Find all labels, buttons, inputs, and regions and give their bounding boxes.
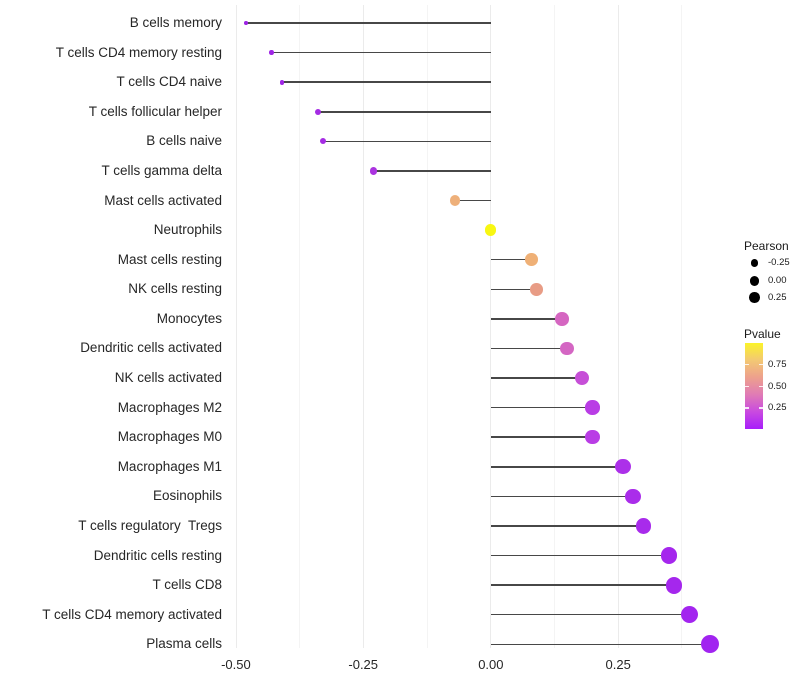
y-axis-label: T cells gamma delta: [101, 162, 222, 178]
y-axis-label: B cells naive: [146, 133, 222, 149]
lollipop-dot: [279, 79, 285, 85]
lollipop-stem: [490, 347, 568, 350]
lollipop-stem: [490, 525, 644, 527]
lollipop-stem: [490, 377, 583, 379]
lollipop-stem: [490, 584, 674, 586]
colorbar-tick: [759, 407, 763, 409]
lollipop-dot: [319, 138, 326, 145]
y-axis-label: Plasma cells: [146, 636, 222, 652]
pearson-legend-label: -0.25: [768, 257, 790, 268]
y-axis-label: Mast cells resting: [117, 251, 222, 267]
colorbar-tick: [759, 385, 763, 388]
lollipop-stem: [490, 613, 690, 616]
lollipop-stem: [281, 81, 491, 83]
y-axis-label: Mast cells activated: [104, 192, 222, 208]
x-axis-tick-label: -0.25: [348, 657, 379, 672]
lollipop-dot: [525, 253, 538, 266]
gridline-major: [617, 5, 619, 648]
lollipop-stem: [246, 22, 491, 24]
gridline-minor: [681, 5, 683, 648]
lollipop-stem: [490, 436, 593, 438]
x-axis-tick-label: 0.00: [478, 657, 504, 672]
x-axis-tick-label: 0.25: [605, 657, 631, 672]
pearson-legend-dot: [749, 292, 760, 303]
lollipop-dot: [530, 282, 543, 296]
lollipop-dot: [369, 167, 378, 175]
lollipop-dot: [665, 576, 683, 594]
lollipop-dot: [555, 312, 569, 326]
lollipop-stem: [490, 495, 634, 498]
y-axis-label: Macrophages M1: [117, 458, 222, 474]
y-axis-label: Neutrophils: [153, 222, 222, 238]
y-axis-label: Dendritic cells resting: [93, 547, 222, 563]
y-axis-label: Macrophages M2: [117, 399, 222, 415]
pvalue-legend-label: 0.75: [768, 358, 787, 370]
lollipop-stem: [490, 643, 710, 646]
y-axis-label: NK cells activated: [114, 370, 222, 386]
colorbar-tick: [745, 407, 749, 409]
lollipop-dot: [635, 518, 652, 534]
y-axis-label: B cells memory: [129, 15, 222, 30]
lollipop-dot: [450, 195, 461, 206]
pearson-legend-dot: [750, 259, 759, 267]
y-axis-label: Macrophages M0: [117, 429, 222, 445]
colorbar-tick: [745, 363, 749, 366]
y-axis-label: T cells follicular helper: [88, 103, 222, 119]
lollipop-stem: [490, 318, 562, 320]
y-axis-label: T cells CD8: [152, 577, 222, 593]
pvalue-legend-label: 0.25: [768, 402, 787, 414]
y-axis-label: NK cells resting: [128, 281, 222, 297]
colorbar-tick: [759, 363, 763, 366]
pvalue-legend-label: 0.50: [768, 380, 787, 392]
lollipop-dot: [585, 400, 600, 415]
lollipop-dot: [560, 341, 574, 356]
y-axis-label: Monocytes: [156, 310, 222, 326]
lollipop-stem: [271, 51, 491, 54]
lollipop-dot: [660, 547, 678, 564]
lollipop-stem: [490, 406, 593, 409]
gridline-major: [490, 5, 492, 648]
lollipop-stem: [490, 288, 537, 290]
lollipop-dot: [314, 108, 321, 115]
pearson-legend-label: 0.00: [768, 275, 787, 286]
lollipop-stem: [490, 258, 532, 261]
gridline-minor: [426, 5, 428, 648]
gridline-major: [235, 5, 237, 648]
y-axis-label: Eosinophils: [152, 488, 222, 504]
lollipop-stem: [317, 111, 491, 113]
lollipop-dot: [625, 488, 642, 505]
lollipop-stem: [490, 554, 669, 557]
y-axis-label: T cells CD4 memory resting: [55, 44, 222, 60]
lollipop-stem: [490, 466, 624, 468]
lollipop-dot: [244, 21, 249, 25]
y-axis-label: T cells CD4 memory activated: [42, 606, 222, 622]
x-axis-tick-label: -0.50: [221, 657, 251, 672]
lollipop-stem: [373, 170, 491, 172]
colorbar-tick: [745, 385, 749, 388]
lollipop-dot: [615, 459, 631, 475]
pvalue-colorbar: [745, 343, 763, 429]
gridline-minor: [299, 5, 301, 648]
y-axis-label: T cells CD4 naive: [116, 74, 222, 90]
lollipop-stem: [322, 140, 491, 143]
lollipop-dot: [700, 635, 719, 654]
lollipop-dot: [485, 224, 497, 236]
legend-pearson-title: Pearson: [744, 239, 789, 253]
legend-pvalue-title: Pvalue: [744, 327, 781, 341]
lollipop-dot: [269, 50, 274, 55]
gridline-major: [362, 5, 364, 648]
lollipop-dot: [680, 606, 698, 624]
y-axis-label: T cells regulatory Tregs: [78, 517, 222, 533]
lollipop-dot: [575, 371, 590, 386]
pearson-legend-dot: [749, 276, 760, 286]
lollipop-dot: [585, 430, 600, 445]
y-axis-label: Dendritic cells activated: [80, 340, 222, 356]
lollipop-stem: [455, 199, 491, 202]
pearson-legend-label: 0.25: [768, 291, 787, 303]
gridline-minor: [553, 5, 555, 648]
